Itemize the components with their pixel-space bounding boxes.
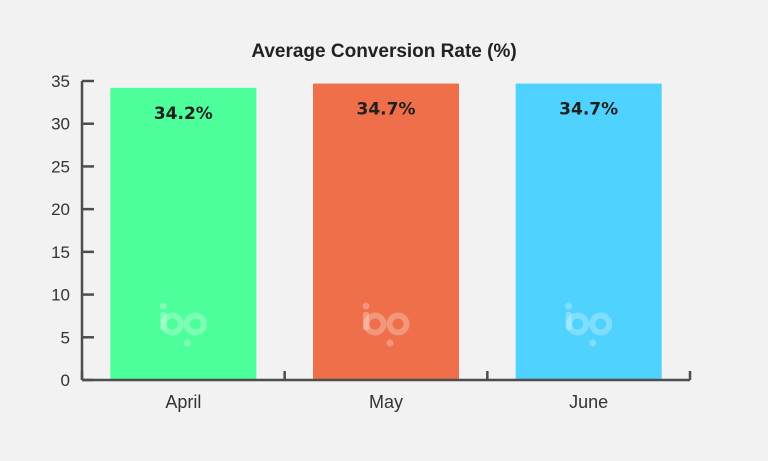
y-tick-label-15: 15 [51, 243, 70, 262]
y-tick-label-20: 20 [51, 200, 70, 219]
data-label-april: 34.2% [154, 104, 213, 124]
bp-logo-icon [159, 302, 207, 347]
y-tick-label-25: 25 [51, 157, 70, 176]
y-tick-label-5: 5 [61, 328, 70, 347]
y-tick-label-0: 0 [61, 371, 70, 390]
x-tick-label-may: May [369, 392, 403, 412]
bar-june [515, 83, 662, 380]
x-tick-label-june: June [569, 392, 608, 412]
x-tick-label-april: April [165, 392, 201, 412]
y-tick-label-35: 35 [51, 72, 70, 91]
bars-layer: 34.2% 34.7% 34.7% [110, 83, 662, 380]
chart-title: Average Conversion Rate (%) [251, 41, 516, 62]
axes-layer: April May June 0 5 10 15 20 25 30 35 [51, 72, 692, 412]
bar-may [313, 83, 459, 380]
data-label-june: 34.7% [559, 100, 618, 120]
bar-april [110, 87, 257, 380]
y-tick-label-10: 10 [51, 286, 70, 305]
bp-logo-icon [362, 302, 410, 347]
y-tick-label-30: 30 [51, 115, 70, 134]
data-label-may: 34.7% [357, 100, 416, 120]
bp-logo-icon [565, 302, 613, 347]
